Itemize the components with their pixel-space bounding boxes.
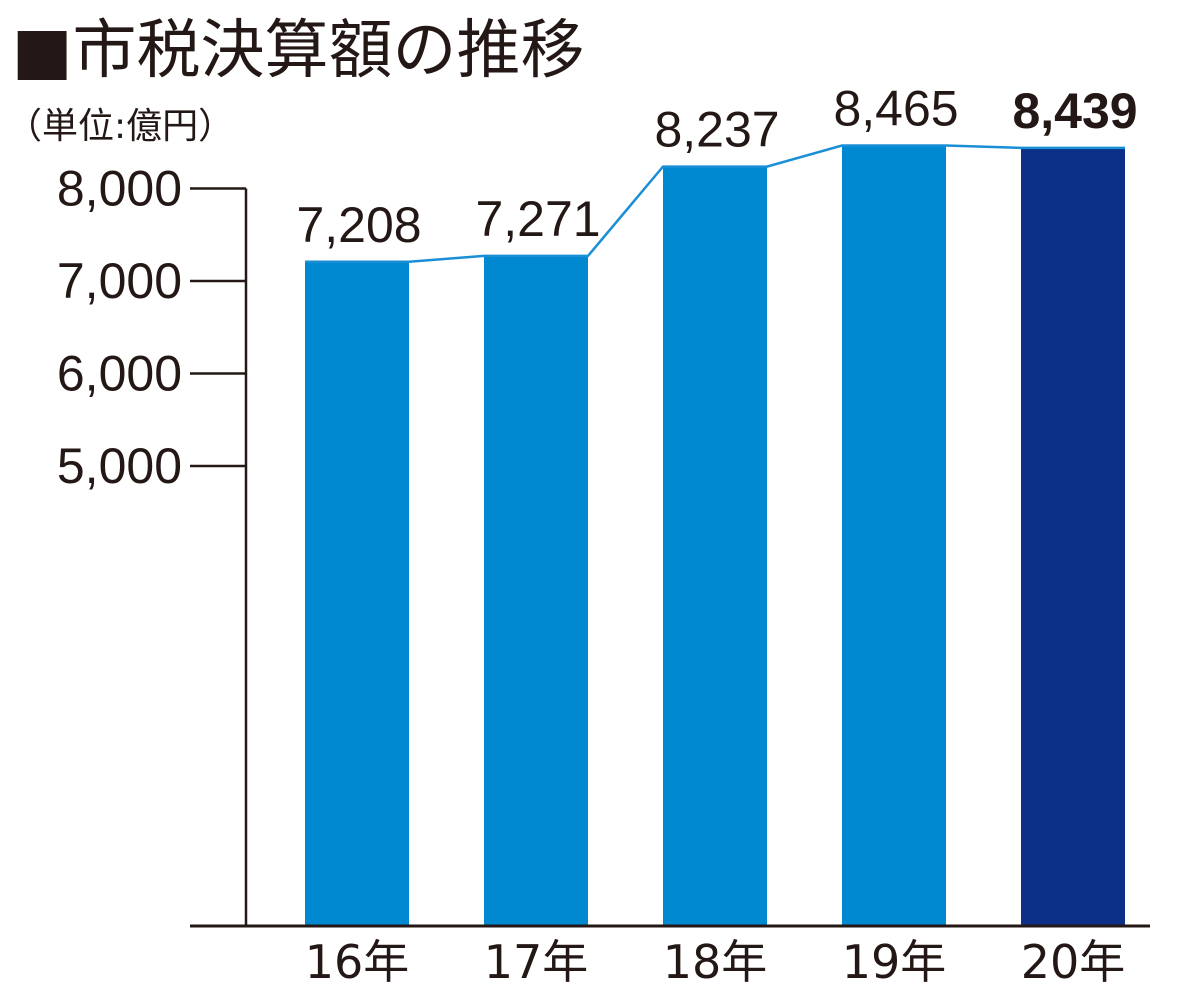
bar-2 [663,166,767,926]
value-label-3: 8,465 [833,80,958,136]
category-label-3: 19年 [842,935,947,989]
value-label-1: 7,271 [475,191,600,247]
labels-group: 5,000 6,000 7,000 8,000 7,208 7,271 8,237 8,465… [57,80,1138,989]
axis-group [190,187,1150,928]
bars-group [305,145,1125,927]
value-label-4: 8,439 [1012,83,1137,139]
unit-label: （単位:億円） [6,106,234,147]
category-label-4: 20年 [1021,935,1126,989]
y-tick-label-2: 7,000 [57,253,182,309]
bar-4 [1021,147,1125,926]
chart-title: ■市税決算額の推移 [12,14,584,88]
connecting-line [305,144,1125,264]
bar-1 [484,255,588,926]
y-tick-label-1: 6,000 [57,346,182,402]
category-label-2: 18年 [663,935,768,989]
y-tick-label-0: 5,000 [57,438,182,494]
category-label-1: 17年 [484,935,589,989]
y-tick-label-3: 8,000 [57,161,182,217]
value-label-0: 7,208 [296,197,421,253]
value-label-2: 8,237 [654,102,779,158]
bar-0 [305,261,409,926]
connecting-line-group [305,144,1125,264]
category-label-0: 16年 [305,935,410,989]
bar-3 [842,145,946,927]
